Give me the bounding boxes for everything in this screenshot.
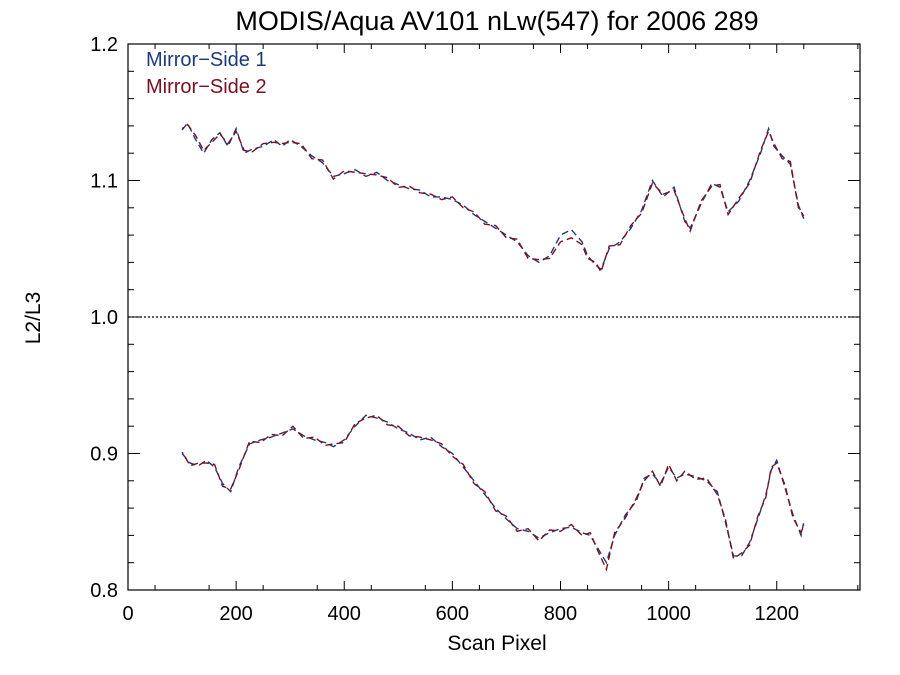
- x-tick-label: 800: [544, 603, 577, 625]
- y-tick-label: 1.0: [90, 307, 118, 329]
- y-tick-label: 0.8: [90, 580, 118, 602]
- y-tick-label: 1.2: [90, 34, 118, 56]
- chart-title: MODIS/Aqua AV101 nLw(547) for 2006 289: [235, 6, 758, 36]
- legend-ms1: Mirror−Side 1: [146, 49, 267, 71]
- y-tick-label: 0.9: [90, 444, 118, 466]
- x-tick-label: 0: [122, 603, 133, 625]
- plot-area: [128, 0, 860, 572]
- x-tick-label: 600: [436, 603, 469, 625]
- x-tick-label: 400: [328, 603, 361, 625]
- x-axis-label: Scan Pixel: [447, 632, 546, 655]
- series-2-upper-envelope: [181, 123, 805, 274]
- x-tick-label: 1200: [754, 603, 799, 625]
- y-tick-label: 1.1: [90, 171, 118, 193]
- x-tick-label: 200: [219, 603, 252, 625]
- series-2-points: [182, 0, 806, 410]
- series-1-points: [182, 0, 805, 414]
- axes: 0 200 400 600 800 1000 1200 0.8 0.9 1.0 1.1 1.2: [90, 34, 860, 625]
- series-1-upper-envelope: [181, 121, 805, 271]
- y-axis-label: L2/L3: [22, 292, 45, 345]
- series-1-lower-envelope: [181, 414, 805, 565]
- series-2-lower-envelope: [181, 414, 805, 572]
- legend-ms2: Mirror−Side 2: [146, 76, 267, 98]
- x-tick-label: 1000: [646, 603, 691, 625]
